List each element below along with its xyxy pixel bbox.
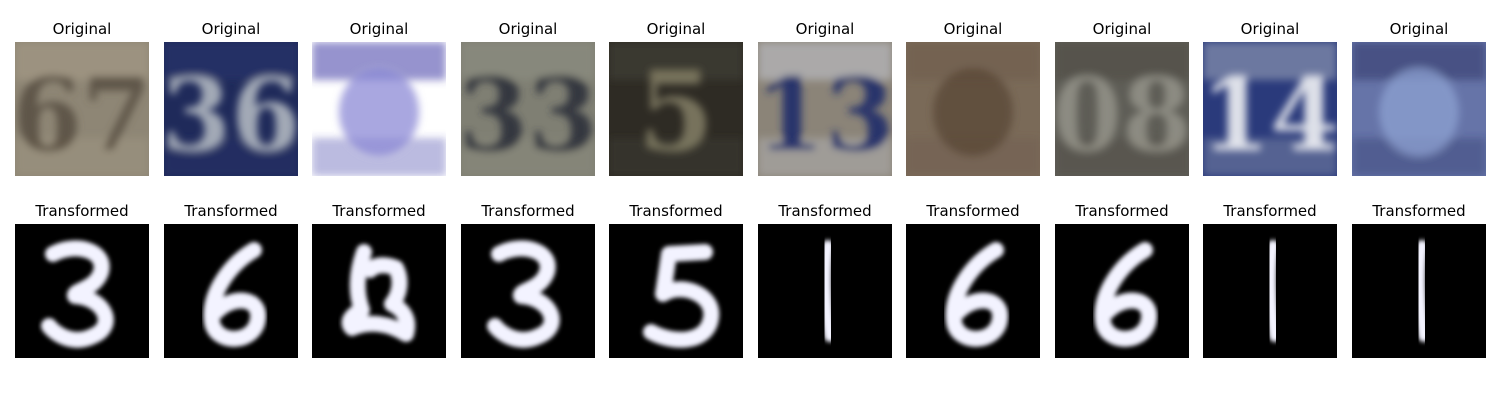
original-title: Original [498,20,558,38]
transformed-title: Transformed [1372,202,1466,220]
original-image [1352,42,1486,176]
original-cell: Original 36 [164,0,298,400]
transformed-image [15,224,149,358]
transformed-title: Transformed [778,202,872,220]
transformed-title: Transformed [1223,202,1317,220]
transformed-image-svg [1352,224,1486,358]
original-image-svg [1352,42,1486,176]
transformed-cell: Transformed [758,0,892,400]
original-cell: Original [312,0,446,400]
original-image-svg: 33 [461,42,595,176]
original-cell: Original 33 [461,0,595,400]
svg-text:33: 33 [461,56,595,174]
transformed-image-svg [906,224,1040,358]
original-image [312,42,446,176]
transformed-image-svg [164,224,298,358]
svg-text:5: 5 [638,47,715,176]
original-title: Original [646,20,706,38]
original-title: Original [1092,20,1152,38]
transformed-image-svg [1203,224,1337,358]
transformed-image [906,224,1040,358]
original-image-svg: 67 [15,42,149,176]
svg-text:13: 13 [758,56,892,174]
transformed-cell: Transformed [1352,0,1486,400]
transformed-cell: Transformed [164,0,298,400]
original-image-svg [312,42,446,176]
transformed-cell: Transformed [312,0,446,400]
transformed-image [1055,224,1189,358]
original-cell: Original [906,0,1040,400]
original-image: 14 [1203,42,1337,176]
original-title: Original [52,20,112,38]
original-cell: Original 13 [758,0,892,400]
transformed-title: Transformed [35,202,129,220]
transformed-image [312,224,446,358]
original-image: 5 [609,42,743,176]
transformed-image [758,224,892,358]
original-image: 08 [1055,42,1189,176]
original-image [906,42,1040,176]
original-image-svg: 08 [1055,42,1189,176]
original-title: Original [943,20,1003,38]
original-image-svg: 13 [758,42,892,176]
transformed-image-svg [15,224,149,358]
svg-text:36: 36 [164,56,298,174]
transformed-image [609,224,743,358]
transformed-cell: Transformed [1055,0,1189,400]
transformed-image [461,224,595,358]
original-title: Original [795,20,855,38]
transformed-image [164,224,298,358]
original-cell: Original 08 [1055,0,1189,400]
original-image-svg: 36 [164,42,298,176]
original-image-svg: 14 [1203,42,1337,176]
original-title: Original [349,20,409,38]
transformed-image [1203,224,1337,358]
transformed-title: Transformed [629,202,723,220]
transformed-cell: Transformed [461,0,595,400]
original-image-svg: 5 [609,42,743,176]
original-title: Original [1389,20,1449,38]
transformed-cell: Transformed [906,0,1040,400]
original-image: 13 [758,42,892,176]
original-image: 67 [15,42,149,176]
original-cell: Original 67 [15,0,149,400]
original-cell: Original 5 [609,0,743,400]
svg-text:67: 67 [15,56,149,174]
original-title: Original [1240,20,1300,38]
transformed-image-svg [312,224,446,358]
original-image: 36 [164,42,298,176]
transformed-title: Transformed [481,202,575,220]
transformed-cell: Transformed [15,0,149,400]
transformed-image-svg [758,224,892,358]
svg-text:14: 14 [1203,56,1337,174]
transformed-image [1352,224,1486,358]
transformed-title: Transformed [926,202,1020,220]
original-image: 33 [461,42,595,176]
transformed-image-svg [461,224,595,358]
transformed-cell: Transformed [609,0,743,400]
svg-text:08: 08 [1055,56,1189,174]
original-title: Original [201,20,261,38]
transformed-cell: Transformed [1203,0,1337,400]
transformed-title: Transformed [184,202,278,220]
original-cell: Original 14 [1203,0,1337,400]
original-image-svg [906,42,1040,176]
original-cell: Original [1352,0,1486,400]
transformed-title: Transformed [332,202,426,220]
transformed-image-svg [609,224,743,358]
transformed-image-svg [1055,224,1189,358]
transformed-title: Transformed [1075,202,1169,220]
